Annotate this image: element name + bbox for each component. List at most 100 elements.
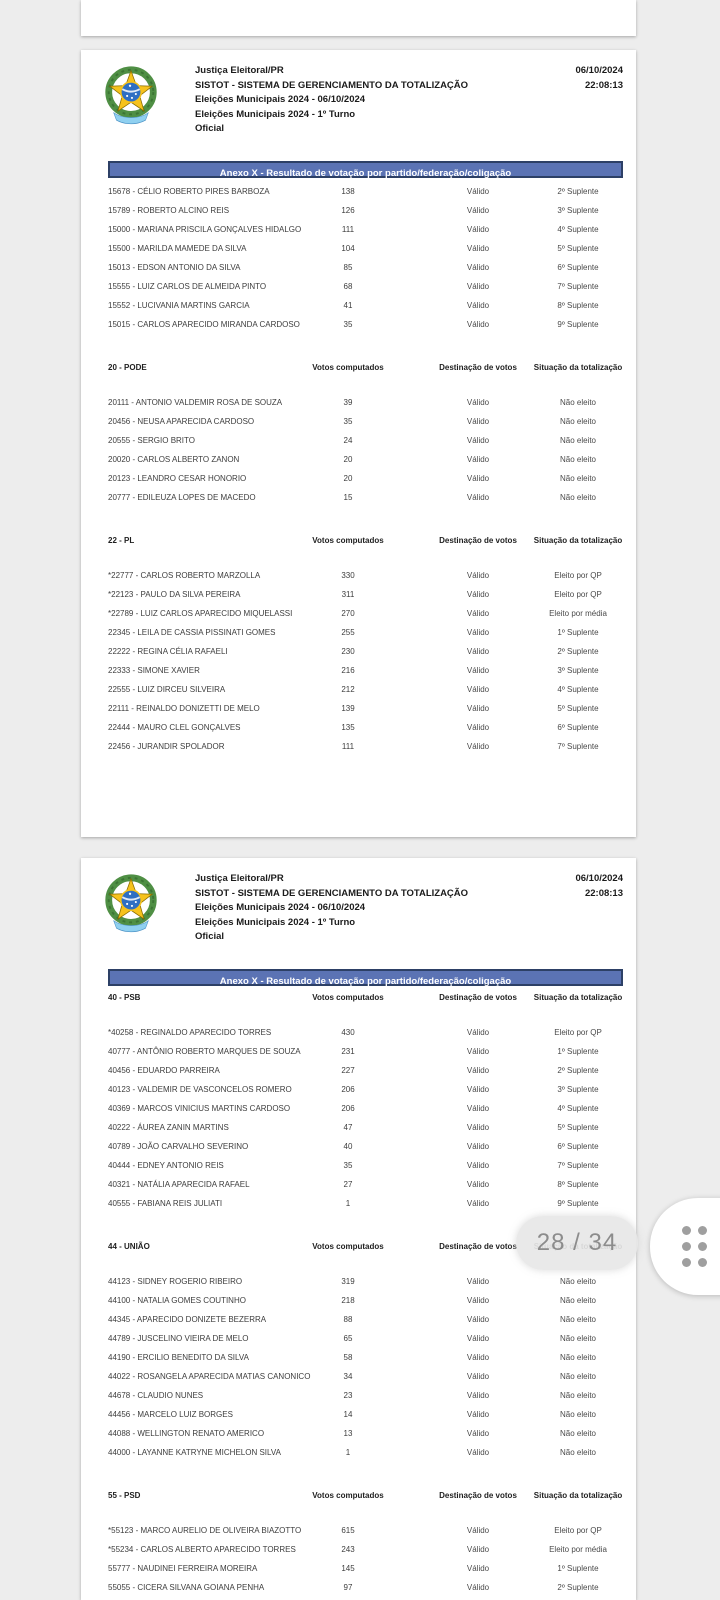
cell-votes: 47 <box>343 1122 353 1132</box>
cell-votes: 270 <box>341 608 355 618</box>
cell-votes: 212 <box>341 684 355 694</box>
result-row: 44000 - LAYANNE KATRYNE MICHELON SILVA 1 V… <box>108 1443 623 1462</box>
cell-votes: 20 <box>343 454 353 464</box>
cell-candidate: 40222 - ÁUREA ZANIN MARTINS <box>108 1122 229 1132</box>
party-section: 20 - PODE Votos computados Destinação de v… <box>108 358 623 507</box>
cell-situation: 6º Suplente <box>557 722 599 732</box>
cell-votes: 35 <box>343 319 353 329</box>
cell-situation: Não eleito <box>559 1333 597 1343</box>
cell-destination: Válido <box>466 1141 490 1151</box>
result-row: *22777 - CARLOS ROBERTO MARZOLLA 330 Válid… <box>108 566 623 585</box>
cell-destination: Válido <box>466 281 490 291</box>
cell-candidate: 44123 - SIDNEY ROGERIO RIBEIRO <box>108 1276 243 1286</box>
cell-candidate: 20020 - CARLOS ALBERTO ZANON <box>108 454 240 464</box>
cell-situation: 4º Suplente <box>557 684 599 694</box>
party-section: 22 - PL Votos computados Destinação de vot… <box>108 531 623 756</box>
brazil-coat-of-arms-icon <box>105 66 157 125</box>
result-row: 15015 - CARLOS APARECIDO MIRANDA CARDOSO… <box>108 315 623 334</box>
result-row: 44022 - ROSANGELA APARECIDA MATIAS CANON… <box>108 1367 623 1386</box>
header-text-block: Justiça Eleitoral/PR SISTOT - SISTEMA DE… <box>195 872 468 945</box>
page-number-text: 28 / 34 <box>536 1229 618 1256</box>
column-destination-label: Destinação de votos <box>439 1490 517 1500</box>
cell-votes: 13 <box>343 1428 353 1438</box>
cell-destination: Válido <box>466 1352 490 1362</box>
cell-candidate: 44789 - JUSCELINO VIEIRA DE MELO <box>108 1333 249 1343</box>
party-name: 22 - PL <box>108 535 135 545</box>
result-row: 22555 - LUIZ DIRCEU SILVEIRA 212 Válido 4º … <box>108 680 623 699</box>
cell-votes: 68 <box>343 281 353 291</box>
result-row: 40123 - VALDEMIR DE VASCONCELOS ROMERO 20… <box>108 1080 623 1099</box>
cell-situation: Eleito por QP <box>554 1525 602 1535</box>
cell-situation: Não eleito <box>559 492 597 502</box>
cell-situation: Não eleito <box>559 1390 597 1400</box>
cell-votes: 227 <box>341 1065 355 1075</box>
cell-situation: Eleito por média <box>549 1544 607 1554</box>
brazil-coat-of-arms-icon <box>105 874 157 933</box>
cell-destination: Válido <box>466 1122 490 1132</box>
column-votes-label: Votos computados <box>312 1241 384 1251</box>
document-header: Justiça Eleitoral/PR SISTOT - SISTEMA DE… <box>100 872 623 945</box>
party-header-row: 20 - PODE Votos computados Destinação de v… <box>108 358 623 377</box>
cell-votes: 34 <box>343 1371 353 1381</box>
result-row: 20111 - ANTONIO VALDEMIR ROSA DE SOUZA 39… <box>108 393 623 412</box>
cell-votes: 24 <box>343 435 353 445</box>
document-header: Justiça Eleitoral/PR SISTOT - SISTEMA DE… <box>100 64 623 137</box>
cell-votes: 430 <box>341 1027 355 1037</box>
result-row: 40369 - MARCOS VINICIUS MARTINS CARDOSO 2… <box>108 1099 623 1118</box>
result-row: 20777 - EDILEUZA LOPES DE MACEDO 15 Válido… <box>108 488 623 507</box>
cell-situation: Não eleito <box>559 1295 597 1305</box>
cell-candidate: 15552 - LUCIVANIA MARTINS GARCIA <box>108 300 250 310</box>
result-row: 20555 - SERGIO BRITO 24 Válido Não eleito <box>108 431 623 450</box>
cell-votes: 126 <box>341 205 355 215</box>
cell-situation: 5º Suplente <box>557 243 599 253</box>
cell-candidate: 40123 - VALDEMIR DE VASCONCELOS ROMERO <box>108 1084 292 1094</box>
fast-scroll-handle[interactable] <box>650 1198 720 1295</box>
cell-votes: 111 <box>341 741 355 751</box>
cell-destination: Válido <box>466 319 490 329</box>
cell-candidate: 40555 - FABIANA REIS JULIATI <box>108 1198 223 1208</box>
cell-candidate: 44000 - LAYANNE KATRYNE MICHELON SILVA <box>108 1447 281 1457</box>
cell-situation: Não eleito <box>559 1371 597 1381</box>
cell-votes: 40 <box>343 1141 353 1151</box>
results-table: 15678 - CÉLIO ROBERTO PIRES BARBOZA 138 Vá… <box>108 182 623 756</box>
cell-candidate: 20777 - EDILEUZA LOPES DE MACEDO <box>108 492 256 502</box>
cell-situation: 4º Suplente <box>557 224 599 234</box>
cell-candidate: 22456 - JURANDIR SPOLADOR <box>108 741 225 751</box>
cell-votes: 1 <box>345 1198 351 1208</box>
cell-candidate: 15013 - EDSON ANTONIO DA SILVA <box>108 262 241 272</box>
column-votes-label: Votos computados <box>312 1490 384 1500</box>
cell-candidate: 15789 - ROBERTO ALCINO REIS <box>108 205 230 215</box>
cell-candidate: 22345 - LEILA DE CASSIA PISSINATI GOMES <box>108 627 276 637</box>
result-row: 40789 - JOÃO CARVALHO SEVERINO 40 Válido 6º… <box>108 1137 623 1156</box>
previous-page-bottom-edge <box>81 0 636 36</box>
header-org: Justiça Eleitoral/PR <box>195 873 284 884</box>
cell-situation: Eleito por QP <box>554 1027 602 1037</box>
column-situation-label: Situação da totalização <box>533 1490 623 1500</box>
cell-candidate: 40777 - ANTÔNIO ROBERTO MARQUES DE SOUZA <box>108 1046 301 1056</box>
header-date: 06/10/2024 <box>575 873 623 884</box>
cell-votes: 41 <box>343 300 353 310</box>
cell-situation: 3º Suplente <box>557 665 599 675</box>
result-row: 22456 - JURANDIR SPOLADOR 111 Válido 7º Sup… <box>108 737 623 756</box>
cell-situation: Não eleito <box>559 397 597 407</box>
cell-votes: 135 <box>341 722 355 732</box>
cell-votes: 231 <box>341 1046 355 1056</box>
result-row: *40258 - REGINALDO APARECIDO TORRES 430 Vá… <box>108 1023 623 1042</box>
cell-destination: Válido <box>466 1447 490 1457</box>
cell-votes: 330 <box>341 570 355 580</box>
cell-candidate: 44190 - ERCILIO BENEDITO DA SILVA <box>108 1352 249 1362</box>
result-row: *22789 - LUIZ CARLOS APARECIDO MIQUELASS… <box>108 604 623 623</box>
result-row: 15678 - CÉLIO ROBERTO PIRES BARBOZA 138 Vá… <box>108 182 623 201</box>
cell-candidate: 15000 - MARIANA PRISCILA GONÇALVES HIDAL… <box>108 224 302 234</box>
cell-votes: 88 <box>343 1314 353 1324</box>
cell-candidate: 44678 - CLAUDIO NUNES <box>108 1390 204 1400</box>
cell-destination: Válido <box>466 570 490 580</box>
cell-votes: 243 <box>341 1544 355 1554</box>
cell-destination: Válido <box>466 703 490 713</box>
party-name: 44 - UNIÃO <box>108 1241 150 1251</box>
cell-situation: Não eleito <box>559 473 597 483</box>
result-row: 15555 - LUIZ CARLOS DE ALMEIDA PINTO 68 Vá… <box>108 277 623 296</box>
cell-destination: Válido <box>466 1276 490 1286</box>
cell-candidate: 40456 - EDUARDO PARREIRA <box>108 1065 220 1075</box>
